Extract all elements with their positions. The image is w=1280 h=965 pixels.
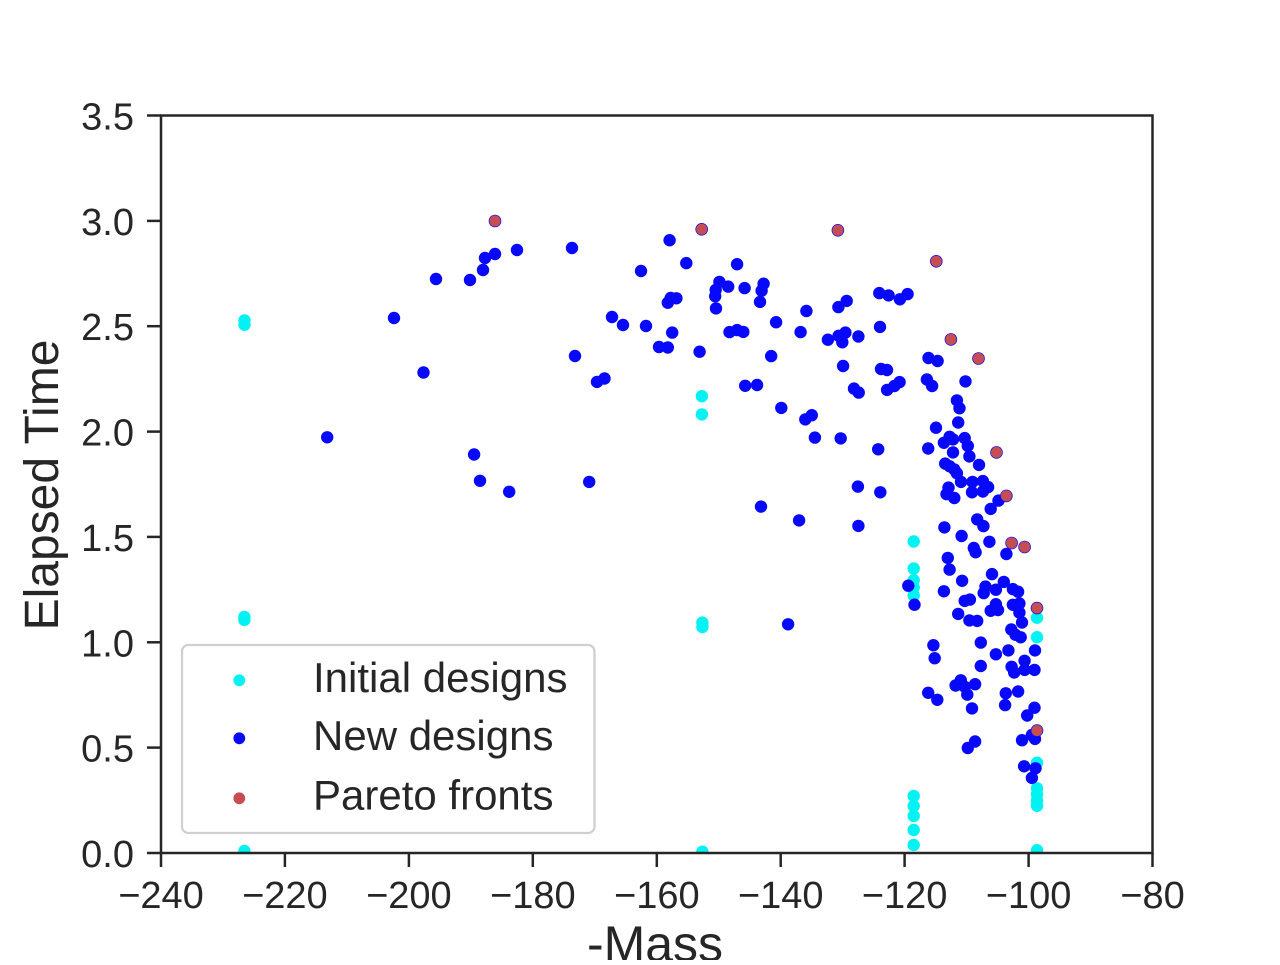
svg-text:−200: −200 [366,875,452,917]
svg-text:Pareto fronts: Pareto fronts [313,772,553,819]
svg-text:−100: −100 [986,875,1072,917]
svg-text:2.5: 2.5 [81,307,134,349]
svg-text:−240: −240 [118,875,204,917]
svg-text:−80: −80 [1120,875,1184,917]
svg-text:−160: −160 [614,875,700,917]
svg-text:-Mass: -Mass [587,916,723,960]
svg-text:Elapsed Time: Elapsed Time [16,340,69,631]
svg-text:−220: −220 [242,875,328,917]
svg-text:New designs: New designs [313,712,553,759]
svg-text:2.0: 2.0 [81,413,134,455]
svg-text:Initial designs: Initial designs [313,654,567,701]
svg-text:3.5: 3.5 [81,97,134,139]
svg-text:0.0: 0.0 [81,834,134,876]
svg-text:3.0: 3.0 [81,202,134,244]
svg-text:−180: −180 [490,875,576,917]
svg-text:1.5: 1.5 [81,518,134,560]
svg-text:−120: −120 [862,875,948,917]
svg-text:0.5: 0.5 [81,729,134,771]
svg-text:1.0: 1.0 [81,623,134,665]
svg-text:−140: −140 [738,875,824,917]
